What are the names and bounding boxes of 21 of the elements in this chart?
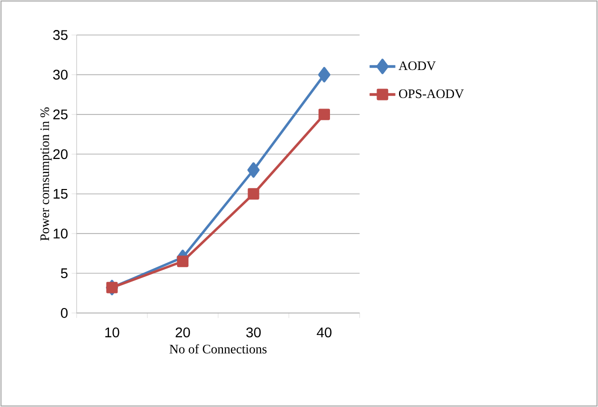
legend-label: AODV bbox=[398, 61, 436, 70]
x-axis-title: No of Connections bbox=[170, 344, 267, 354]
y-tick-label: 25 bbox=[53, 109, 68, 120]
x-tick-label: 10 bbox=[105, 327, 120, 338]
x-tick-label: 20 bbox=[176, 327, 190, 338]
y-tick-label: 0 bbox=[60, 308, 68, 318]
legend-label: OPS-AODV bbox=[399, 89, 464, 98]
y-tick-label: 20 bbox=[53, 149, 68, 160]
point bbox=[318, 108, 330, 120]
point bbox=[177, 256, 188, 268]
y-tick-label: 15 bbox=[54, 188, 68, 199]
y-tick-label: 10 bbox=[54, 228, 68, 239]
x-tick-label: 30 bbox=[246, 327, 261, 338]
y-tick-label: 35 bbox=[53, 30, 68, 40]
point bbox=[318, 66, 330, 82]
x-tick-label: 40 bbox=[316, 327, 332, 338]
y-tick-label: 30 bbox=[53, 70, 68, 80]
point bbox=[247, 162, 260, 178]
y-tick-label: 5 bbox=[60, 268, 68, 278]
point bbox=[248, 188, 260, 200]
y-axis-title: Power comsumption in % bbox=[40, 107, 52, 241]
